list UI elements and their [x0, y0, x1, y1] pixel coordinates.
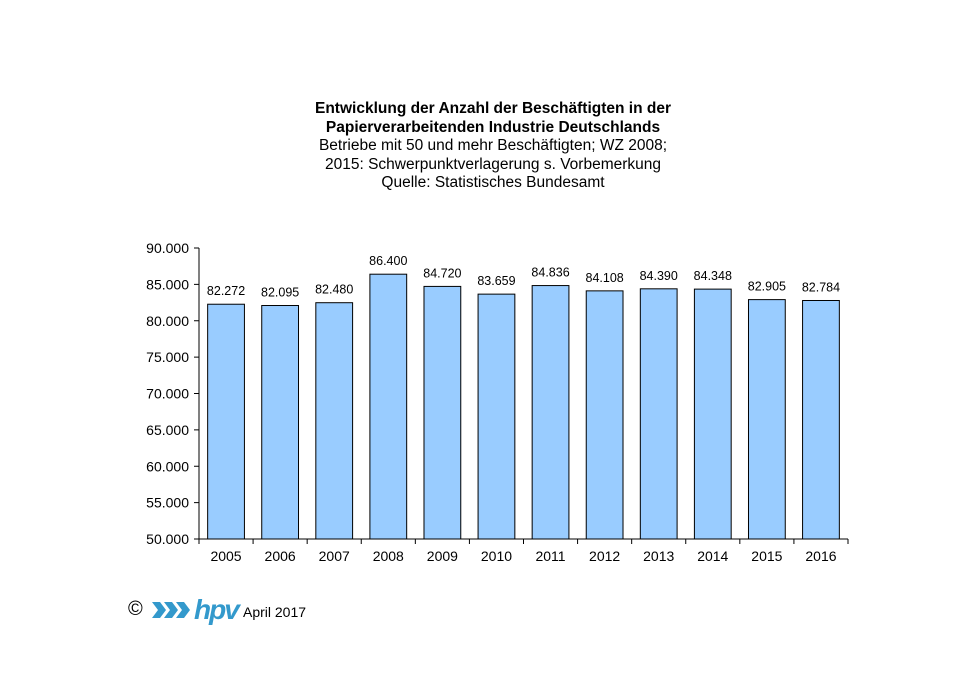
x-tick-label-2015: 2015: [751, 548, 782, 564]
axes-layer: [194, 247, 849, 544]
x-tick-label-2010: 2010: [481, 548, 512, 564]
y-tick-label: 50.000: [146, 531, 189, 547]
data-label-2012: 84.108: [586, 271, 624, 285]
data-label-2008: 86.400: [369, 254, 407, 268]
y-tick-label: 90.000: [146, 240, 189, 256]
bar-2005: [207, 303, 245, 540]
subtitle-line-1: Betriebe mit 50 und mehr Beschäftigten; …: [318, 137, 668, 154]
bar-2011: [531, 285, 570, 540]
y-tick-label: 60.000: [146, 458, 189, 474]
subtitle-line-2: 2015: Schwerpunktverlagerung s. Vorbemer…: [324, 155, 662, 173]
copyright-symbol: ©: [128, 598, 143, 620]
y-tick-label: 85.000: [146, 276, 189, 292]
bar-2012: [585, 290, 624, 540]
bar-2008: [369, 273, 408, 540]
data-label-2009: 84.720: [423, 266, 461, 280]
x-tick-label-2016: 2016: [805, 548, 836, 564]
x-tick-label-2014: 2014: [697, 548, 728, 564]
bars-layer: [207, 273, 840, 540]
data-label-2015: 82.905: [748, 280, 786, 294]
bar-2014: [693, 288, 732, 540]
x-tick-label-2013: 2013: [643, 548, 674, 564]
y-tick-label: 65.000: [146, 422, 189, 438]
x-tick-label-2005: 2005: [210, 548, 241, 564]
data-label-2016: 82.784: [802, 280, 840, 294]
y-tick-label: 75.000: [146, 349, 189, 365]
bar-2013: [639, 288, 678, 540]
title-line-1: Entwicklung der Anzahl der Beschäftigten…: [315, 100, 671, 117]
x-tick-label-2009: 2009: [427, 548, 458, 564]
labels-layer: 82.272 2005 82.095 2006 82.480 2007 86.400 2008…: [146, 240, 840, 564]
x-tick-label-2011: 2011: [535, 548, 565, 564]
hpv-logo: hpv: [194, 594, 240, 625]
data-label-2014: 84.348: [694, 269, 732, 283]
x-tick-label-2012: 2012: [589, 548, 620, 564]
hpv-logo-arrows-icon: [152, 602, 190, 618]
data-label-2006: 82.095: [261, 286, 299, 300]
data-label-2005: 82.272: [207, 284, 245, 298]
y-tick-label: 70.000: [146, 386, 189, 402]
x-tick-label-2007: 2007: [319, 548, 350, 564]
bar-2006: [261, 305, 300, 540]
chart-title: Entwicklung der Anzahl der Beschäftigten…: [150, 100, 836, 193]
bar-2009: [423, 285, 462, 540]
x-tick-label-2006: 2006: [265, 548, 296, 564]
bar-2007: [315, 302, 354, 540]
x-tick-label-2008: 2008: [373, 548, 404, 564]
title-line-2: Papierverarbeitenden Industrie Deutschla…: [325, 118, 661, 136]
bar-2010: [477, 293, 516, 540]
data-label-2013: 84.390: [640, 269, 678, 283]
bar-2016: [802, 299, 840, 540]
data-label-2010: 83.659: [477, 274, 515, 288]
data-label-2007: 82.480: [315, 283, 353, 297]
footer-date: April 2017: [243, 604, 307, 620]
y-tick-label: 80.000: [146, 313, 189, 329]
y-tick-label: 55.000: [146, 495, 189, 511]
subtitle-line-3: Quelle: Statistisches Bundesamt: [381, 174, 605, 191]
bar-2015: [747, 299, 786, 540]
data-label-2011: 84.836: [531, 266, 569, 280]
